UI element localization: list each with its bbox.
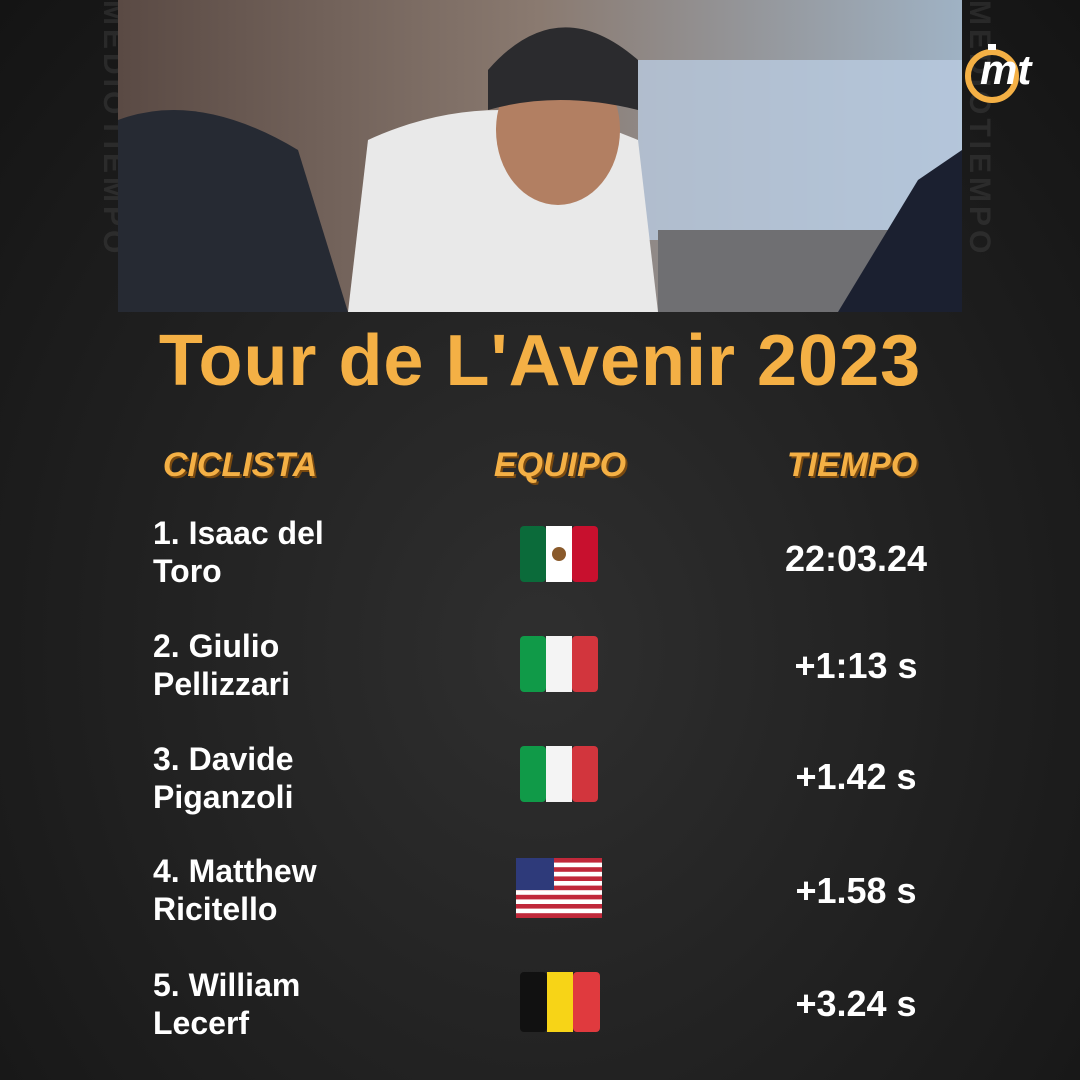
time: +3.24 s — [795, 983, 917, 1024]
flag — [516, 858, 602, 918]
rider: 4. Matthew Ricitello — [153, 853, 317, 927]
time: +1.58 s — [795, 870, 917, 911]
flag — [520, 636, 598, 692]
flag — [520, 972, 600, 1032]
rider: 2. Giulio Pellizzari — [153, 628, 290, 702]
photo — [118, 0, 962, 312]
title: Tour de L'Avenir 2023 — [158, 321, 922, 401]
time: +1.42 s — [795, 756, 917, 797]
header: CICLISTA — [162, 446, 318, 484]
header: EQUIPO — [493, 446, 627, 484]
time: +1:13 s — [794, 645, 918, 686]
logo: mt — [962, 40, 1062, 104]
flag — [520, 746, 598, 802]
watermark: MEDIOTIEMPO — [963, 0, 996, 258]
header: TIEMPO — [786, 446, 918, 484]
rider: 5. William Lecerf — [153, 967, 301, 1041]
time: 22:03.24 — [784, 538, 928, 579]
rider: 1. Isaac del Toro — [153, 515, 324, 589]
flag — [520, 526, 598, 582]
rider: 3. Davide Piganzoli — [153, 741, 294, 815]
logo-text: mt — [980, 46, 1032, 93]
